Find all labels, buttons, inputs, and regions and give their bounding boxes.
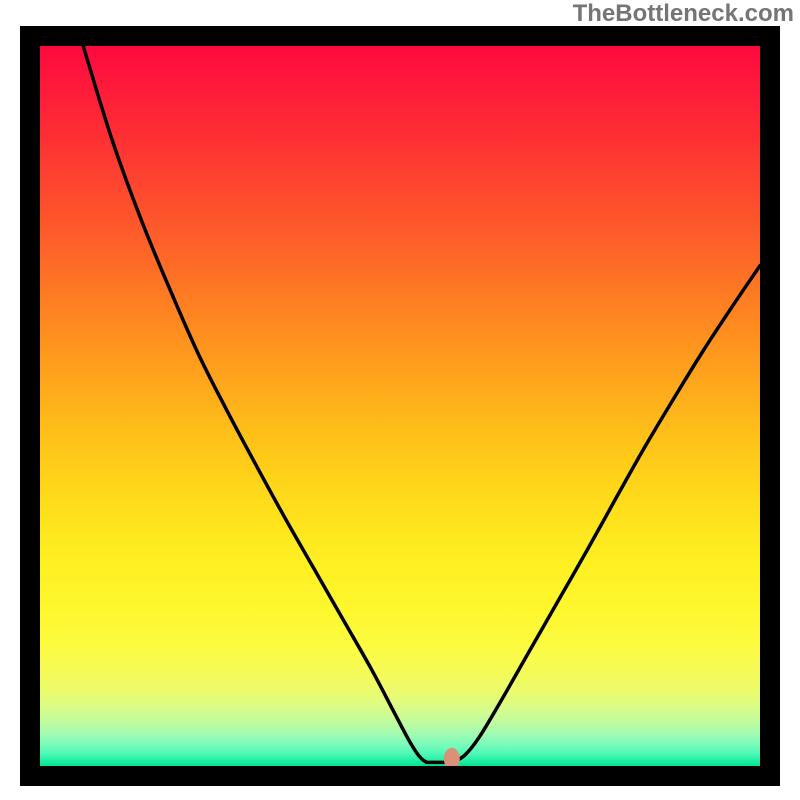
plot-area — [30, 36, 770, 776]
chart-frame: TheBottleneck.com — [0, 0, 800, 800]
watermark-label: TheBottleneck.com — [573, 0, 794, 28]
gradient-background — [40, 46, 760, 766]
chart-svg — [0, 0, 800, 800]
